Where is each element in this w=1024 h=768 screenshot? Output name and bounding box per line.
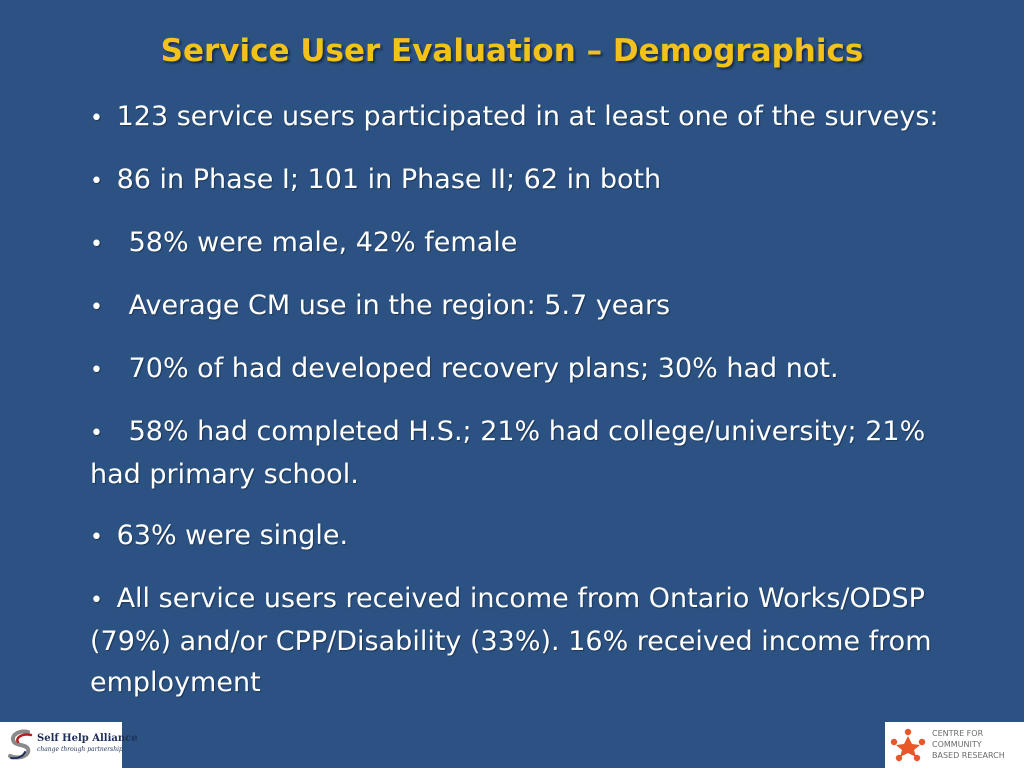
bullet-marker: •: [90, 232, 103, 257]
bullet-text: 123 service users participated in at lea…: [108, 101, 939, 132]
bullet-item: • 63% were single.: [90, 515, 980, 558]
star-people-icon: [890, 728, 926, 762]
centre-community-research-logo: CENTRE FOR COMMUNITY BASED RESEARCH: [885, 722, 1024, 768]
bullet-marker: •: [90, 358, 103, 383]
bullet-marker: •: [90, 295, 103, 320]
logo-text-line: CENTRE FOR: [932, 729, 984, 738]
bullet-text: 58% had completed H.S.; 21% had college/…: [90, 416, 926, 490]
bullet-text: 70% of had developed recovery plans; 30%…: [120, 353, 839, 384]
logo-tagline: change through partnership: [37, 746, 123, 753]
bullet-text: 63% were single.: [108, 520, 349, 551]
bullet-marker: •: [90, 588, 103, 613]
bullet-item: • 58% had completed H.S.; 21% had colleg…: [90, 411, 980, 495]
bullet-marker: •: [90, 106, 103, 131]
bullet-text: Average CM use in the region: 5.7 years: [120, 290, 671, 321]
bullet-item: • All service users received income from…: [90, 578, 980, 703]
bullet-marker: •: [90, 421, 103, 446]
bullet-item: • Average CM use in the region: 5.7 year…: [90, 285, 980, 328]
bullet-marker: •: [90, 525, 103, 550]
slide-title: Service User Evaluation – Demographics: [160, 33, 864, 69]
bullet-text: All service users received income from O…: [90, 583, 932, 698]
bullet-item: • 70% of had developed recovery plans; 3…: [90, 348, 980, 391]
swirl-logo-icon: [8, 729, 33, 760]
bullet-item: • 86 in Phase I; 101 in Phase II; 62 in …: [90, 159, 980, 202]
logo-text-line: COMMUNITY: [932, 740, 982, 749]
self-help-alliance-logo: Self Help Alliance change through partne…: [0, 722, 138, 768]
bullet-marker: •: [90, 169, 103, 194]
bullet-item: • 123 service users participated in at l…: [90, 96, 980, 139]
bullet-item: • 58% were male, 42% female: [90, 222, 980, 265]
bullet-text: 58% were male, 42% female: [120, 227, 518, 258]
bullet-text: 86 in Phase I; 101 in Phase II; 62 in bo…: [108, 164, 662, 195]
logo-text-line: BASED RESEARCH: [932, 751, 1005, 760]
logo-text: CENTRE FOR COMMUNITY BASED RESEARCH: [932, 728, 1005, 761]
bullet-list: • 123 service users participated in at l…: [90, 96, 980, 723]
logo-brand-name: Self Help Alliance: [37, 733, 138, 744]
